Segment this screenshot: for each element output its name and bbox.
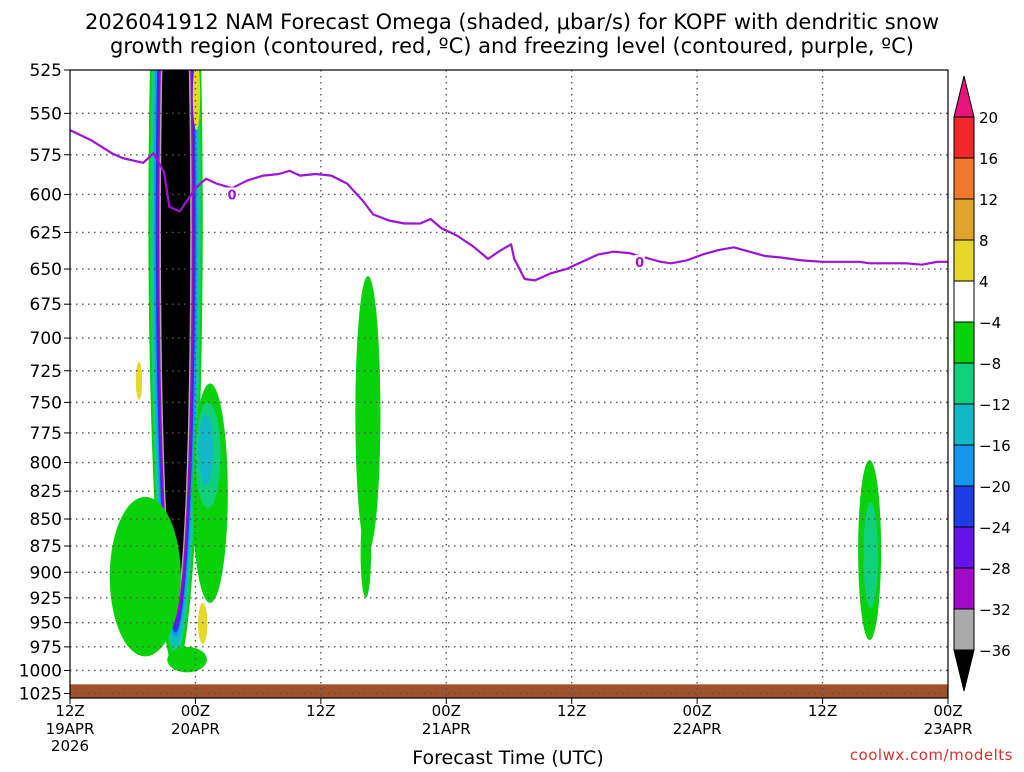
y-tick-label-550: 550 (30, 104, 62, 124)
y-tick-label-775: 775 (30, 424, 62, 444)
y-tick-label-950: 950 (30, 614, 62, 634)
colorbar-label-3: 8 (979, 232, 989, 250)
omega-feature-late-inner (863, 502, 878, 608)
x-tick-time-60: 00Z (682, 702, 711, 720)
y-tick-label-875: 875 (30, 537, 62, 557)
colorbar-label-4: 4 (979, 273, 989, 291)
colorbar-band-7 (953, 403, 975, 446)
x-tick-date-36: 21APR (422, 720, 471, 738)
x-axis-title: Forecast Time (UTC) (412, 747, 603, 768)
x-tick-time-12: 00Z (181, 702, 210, 720)
grid-lines (70, 70, 948, 698)
freezing-level-line (70, 129, 948, 282)
freezing-label-bg-0 (227, 187, 238, 202)
y-tick-label-1025: 1025 (19, 684, 62, 704)
omega-feature-mid-tail (360, 507, 372, 598)
colorbar-band-3 (953, 239, 975, 282)
colorbar-band-6 (953, 362, 975, 405)
colorbar-band-4 (953, 280, 975, 323)
x-tick-date-12: 20APR (171, 720, 220, 738)
y-tick-label-625: 625 (30, 223, 62, 243)
x-tick-time-0: 12Z (55, 702, 84, 720)
colorbar-band-0 (953, 116, 975, 159)
freezing-level-label-0: 0 (227, 188, 236, 203)
y-tick-label-1000: 1000 (19, 661, 62, 681)
x-tick-time-84: 00Z (933, 702, 962, 720)
colorbar-label-9: −20 (979, 478, 1011, 496)
x-tick-date-60: 22APR (673, 720, 722, 738)
colorbar-label-7: −12 (979, 396, 1011, 414)
colorbar-label-6: −8 (979, 355, 1001, 373)
credit-text: coolwx.com/modelts (850, 746, 1013, 764)
colorbar-band-1 (953, 157, 975, 200)
x-tick-time-24: 12Z (306, 702, 335, 720)
freezing-level-contour: 00 (70, 129, 948, 282)
omega-shoulder-inner (198, 414, 214, 486)
omega-positive-cell-bottom (198, 602, 208, 644)
colorbar-under-triangle (953, 649, 975, 692)
x-tick-time-36: 00Z (432, 702, 461, 720)
y-tick-label-525: 525 (30, 61, 62, 81)
colorbar-label-0: 20 (979, 109, 998, 127)
colorbar-band-5 (953, 321, 975, 364)
colorbar-label-8: −16 (979, 437, 1011, 455)
x-tick-time-48: 12Z (557, 702, 586, 720)
y-tick-label-600: 600 (30, 185, 62, 205)
y-tick-label-900: 900 (30, 563, 62, 583)
x-tick-time-72: 12Z (808, 702, 837, 720)
omega-column-lower-spread (109, 496, 181, 657)
colorbar-label-12: −32 (979, 601, 1011, 619)
colorbar-label-10: −24 (979, 519, 1011, 537)
omega-column-base (167, 646, 207, 673)
colorbar-band-10 (953, 526, 975, 569)
chart-title-line-2: growth region (contoured, red, ºC) and f… (110, 34, 914, 58)
y-tick-label-975: 975 (30, 638, 62, 658)
colorbar-label-1: 16 (979, 150, 998, 168)
y-tick-label-675: 675 (30, 295, 62, 315)
x-tick-date-84: 23APR (924, 720, 973, 738)
y-tick-label-925: 925 (30, 589, 62, 609)
omega-feature-mid-upper (355, 276, 381, 552)
y-tick-label-575: 575 (30, 146, 62, 166)
y-tick-label-750: 750 (30, 393, 62, 413)
y-tick-label-850: 850 (30, 510, 62, 530)
y-axis: 525 550 575 600 625 650 675 700 725 750 775 800 825 8… (19, 61, 70, 704)
colorbar-band-2 (953, 198, 975, 241)
omega-positive-cell-left (135, 361, 143, 400)
colorbar-label-13: −36 (979, 642, 1011, 660)
colorbar-band-12 (953, 608, 975, 651)
chart-title-line-1: 2026041912 NAM Forecast Omega (shaded, μ… (85, 10, 939, 34)
colorbar-band-9 (953, 485, 975, 528)
terrain-layer (70, 684, 948, 698)
colorbar-label-5: −4 (979, 314, 1001, 332)
x-tick-date-0: 19APR (46, 720, 95, 738)
colorbar-label-2: 12 (979, 191, 998, 209)
colorbar-label-11: −28 (979, 560, 1011, 578)
colorbar-band-11 (953, 567, 975, 610)
freezing-level-label-1: 0 (635, 256, 644, 271)
y-tick-label-825: 825 (30, 482, 62, 502)
terrain-fill (70, 684, 948, 698)
freezing-label-bg-1 (634, 254, 645, 269)
colorbar-band-8 (953, 444, 975, 487)
colorbar-over-triangle (953, 75, 975, 118)
y-tick-label-800: 800 (30, 454, 62, 474)
y-tick-label-650: 650 (30, 260, 62, 280)
omega-positive-cell-top (192, 70, 201, 131)
x-tick-year-0: 2026 (51, 737, 89, 755)
colorbar: 20 16 12 8 4 −4 −8 −12 −16 −20 −24 −28 −32 −36 (953, 75, 1011, 692)
y-tick-label-725: 725 (30, 362, 62, 382)
y-tick-label-700: 700 (30, 329, 62, 349)
plot-frame (69, 69, 949, 699)
omega-shading (109, 70, 882, 673)
